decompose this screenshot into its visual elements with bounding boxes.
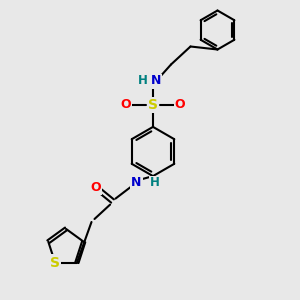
Text: S: S [148,98,158,112]
Text: H: H [138,74,147,88]
Text: O: O [121,98,131,112]
Text: N: N [131,176,142,190]
Text: H: H [150,176,159,190]
Text: O: O [175,98,185,112]
Text: N: N [151,74,161,88]
Text: S: S [50,256,60,269]
Text: O: O [91,181,101,194]
